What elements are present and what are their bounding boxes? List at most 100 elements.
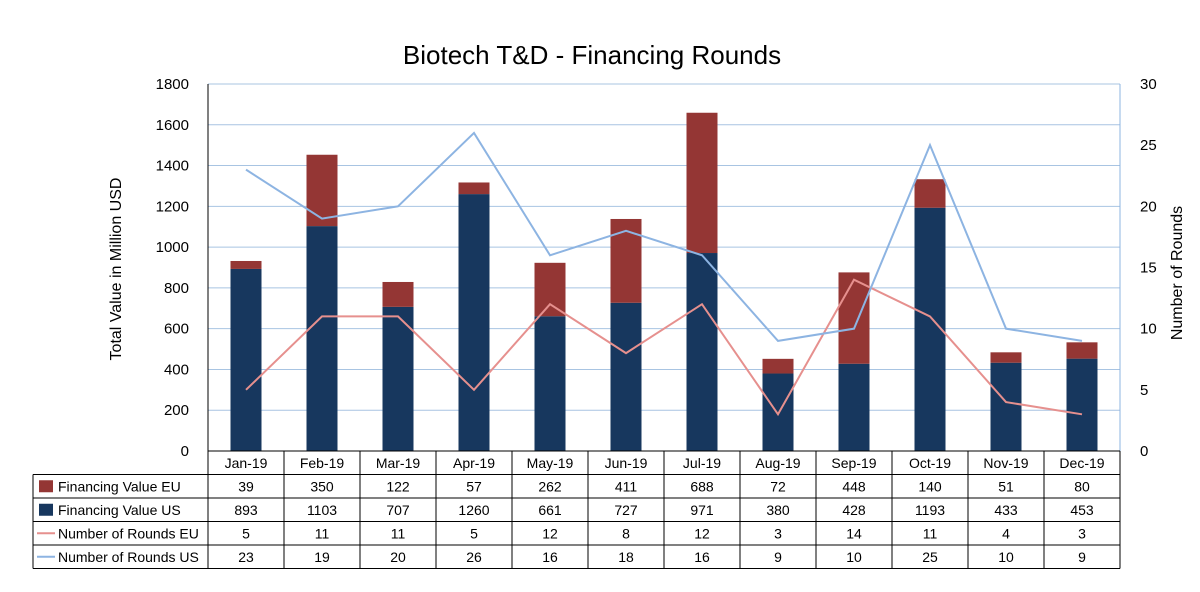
data-label: 18 [618,549,634,565]
x-tick-label: May-19 [527,455,574,471]
bar-financing-eu [686,112,718,254]
bars [230,112,1098,451]
bar-financing-eu [762,358,794,374]
y-axis-ticks: 0 200 400 600 800 1000 1200 1400 1600 1800 [156,76,189,460]
chart-title: Biotech T&D - Financing Rounds [403,40,781,70]
x-tick-label: Sep-19 [831,455,876,471]
data-label: 1260 [458,502,489,518]
bar-financing-eu [838,272,870,364]
bar-financing-us [838,363,870,451]
data-table: Jan-19 Feb-19 Mar-19 Apr-19 May-19 Jun-19 Jul-… [32,450,1121,569]
data-label: 39 [238,478,254,494]
data-label: 10 [998,549,1014,565]
y2-tick-label: 5 [1140,382,1148,399]
bar-financing-us [306,226,338,451]
data-label: 380 [766,502,790,518]
line-rounds-us [245,131,1083,342]
axes [207,83,1121,451]
data-label: 9 [1078,549,1086,565]
y-tick-label: 200 [164,402,189,419]
data-label: 893 [234,502,258,518]
y-tick-label: 0 [181,443,189,460]
data-label: 10 [846,549,862,565]
y-tick-label: 1400 [156,158,189,175]
bar-financing-us [610,302,642,451]
y-tick-label: 1200 [156,198,189,215]
data-label: 140 [918,478,942,494]
data-label: 453 [1070,502,1094,518]
x-tick-label: Dec-19 [1059,455,1104,471]
bar-financing-eu [306,154,338,227]
bar-financing-eu [458,182,490,195]
data-label: 16 [694,549,710,565]
y-tick-label: 800 [164,280,189,297]
bar-financing-us [686,253,718,451]
x-tick-label: Feb-19 [300,455,345,471]
bar-financing-eu [382,281,414,307]
x-tick-label: Jun-19 [605,455,648,471]
legend-entry: Number of Rounds US [58,549,199,565]
data-label: 4 [1002,525,1010,541]
data-label: 433 [994,502,1018,518]
y2-tick-label: 30 [1140,76,1157,93]
data-label: 122 [386,478,410,494]
data-label: 11 [315,525,330,541]
bar-financing-eu [610,218,642,303]
bar-financing-us [382,306,414,451]
y-tick-label: 1600 [156,117,189,134]
bar-financing-us [534,316,566,451]
data-label: 16 [542,549,558,565]
bar-financing-eu [1066,342,1098,359]
y-tick-label: 1800 [156,76,189,93]
y2-tick-label: 25 [1140,137,1157,154]
data-label: 411 [615,478,638,494]
data-label: 9 [774,549,782,565]
data-label: 57 [466,478,482,494]
bar-financing-eu [230,260,262,269]
legend-entry: Financing Value EU [58,478,181,494]
data-label: 12 [694,525,710,541]
data-label: 727 [614,502,638,518]
x-tick-label: Jul-19 [683,455,721,471]
bar-financing-us [230,268,262,451]
data-label: 19 [314,549,330,565]
gridlines [208,83,1120,411]
x-tick-label: Aug-19 [755,455,800,471]
bar-financing-us [458,194,490,451]
data-label: 1103 [307,502,337,518]
y-tick-label: 1000 [156,239,189,256]
data-label: 25 [922,549,938,565]
data-label: 971 [690,502,714,518]
y2-axis-label: Number of Rounds [1169,206,1186,340]
y-tick-label: 400 [164,361,189,378]
y2-axis-ticks: 0 5 10 15 20 25 30 [1140,76,1157,460]
legend-swatch [39,503,53,516]
y2-tick-label: 0 [1140,443,1148,460]
y-axis-label: Total Value in Million USD [108,178,125,361]
data-label: 72 [770,478,786,494]
y-tick-label: 600 [164,321,189,338]
data-label: 20 [390,549,406,565]
y2-tick-label: 10 [1140,321,1157,338]
legend-entry: Financing Value US [58,502,181,518]
data-label: 707 [386,502,410,518]
y2-tick-label: 15 [1140,260,1157,277]
data-label: 3 [1078,525,1086,541]
data-label: 1193 [915,502,945,518]
data-label: 5 [470,525,478,541]
line-rounds-eu [245,278,1083,417]
data-label: 80 [1074,478,1090,494]
data-label: 51 [998,478,1014,494]
lines [245,131,1083,417]
x-tick-label: Nov-19 [983,455,1028,471]
bar-financing-eu [534,262,566,317]
data-label: 688 [690,478,714,494]
legend-swatch [39,480,53,493]
legend-entry: Number of Rounds EU [58,525,199,541]
y2-tick-label: 20 [1140,198,1157,215]
data-label: 26 [466,549,482,565]
data-label: 8 [622,525,630,541]
bar-financing-us [990,362,1022,451]
data-label: 448 [842,478,866,494]
data-label: 661 [538,502,562,518]
